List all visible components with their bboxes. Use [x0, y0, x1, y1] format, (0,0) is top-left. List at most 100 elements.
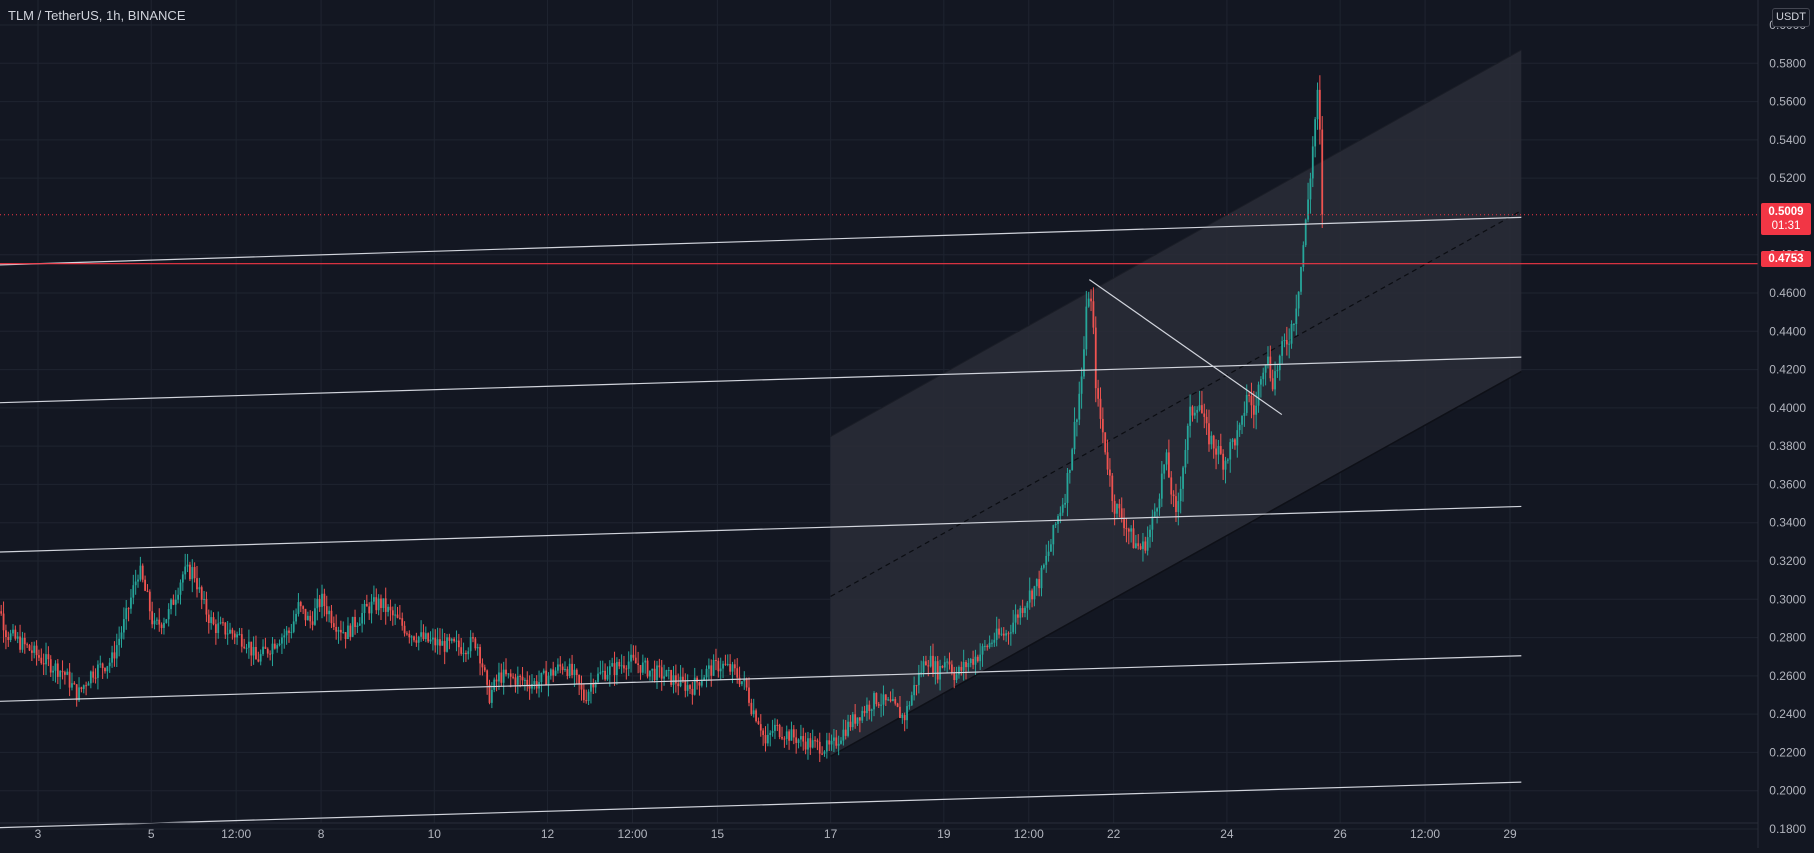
candle-body — [191, 567, 194, 580]
trend-line[interactable] — [0, 505, 1522, 553]
candle-body — [35, 645, 38, 656]
candle-body — [139, 565, 142, 580]
candle-body — [1146, 537, 1149, 551]
candle-body — [615, 661, 618, 676]
candle-body — [604, 670, 606, 680]
time-tick-label: 5 — [148, 827, 155, 841]
time-tick-label: 29 — [1503, 827, 1517, 841]
candle-body — [1219, 446, 1222, 454]
candle-body — [1203, 413, 1206, 417]
candle-body — [351, 616, 354, 637]
current-price-value: 0.5009 — [1768, 206, 1804, 218]
candle-body — [382, 598, 385, 608]
candle-body — [38, 655, 40, 658]
candle-body — [276, 645, 279, 649]
candle-body — [1078, 393, 1081, 420]
candle-body — [1297, 291, 1300, 309]
candle-body — [554, 670, 557, 676]
trend-line[interactable] — [1089, 279, 1283, 416]
candle-body — [866, 704, 868, 714]
candle-body — [799, 736, 802, 740]
candle-body — [398, 617, 401, 619]
candle-body — [575, 669, 578, 676]
candle-body — [1160, 473, 1163, 499]
candle-body — [5, 630, 7, 638]
candle-body — [932, 655, 934, 673]
candle-body — [231, 629, 234, 634]
candle-body — [49, 659, 52, 673]
candle-body — [151, 611, 154, 625]
price-tick-label: 0.3200 — [1769, 554, 1806, 568]
candle-body — [429, 639, 432, 642]
candle-body — [420, 632, 422, 637]
candle-body — [606, 674, 609, 680]
candle-body — [1281, 341, 1284, 356]
price-tick-label: 0.4400 — [1769, 324, 1806, 338]
candle-body — [297, 602, 300, 614]
candle-body — [719, 668, 722, 672]
trend-line[interactable] — [0, 655, 1522, 702]
candle-body — [1028, 590, 1031, 603]
candle-body — [467, 651, 470, 655]
candle-body — [417, 636, 420, 643]
candle-body — [207, 614, 210, 623]
candle-body — [498, 672, 500, 682]
time-tick-label: 12 — [541, 827, 555, 841]
candle-body — [1092, 301, 1095, 328]
symbol-title[interactable]: TLM / TetherUS, 1h, BINANCE — [8, 8, 186, 23]
candle-body — [299, 602, 302, 607]
candle-body — [703, 677, 706, 681]
trend-line[interactable] — [0, 781, 1522, 829]
candle-body — [969, 659, 972, 663]
time-tick-label: 24 — [1220, 827, 1234, 841]
trend-line[interactable] — [0, 216, 1522, 266]
trend-line[interactable] — [0, 356, 1522, 404]
candle-body — [408, 633, 411, 638]
candle-body — [1243, 412, 1246, 416]
candle-body — [549, 669, 552, 676]
time-tick-label: 19 — [937, 827, 951, 841]
candle-body — [30, 650, 33, 653]
candle-body — [26, 644, 29, 646]
candle-body — [1302, 245, 1305, 267]
price-tick-label: 0.2600 — [1769, 669, 1806, 683]
candle-body — [1241, 415, 1243, 425]
candle-body — [705, 668, 708, 678]
candle-body — [547, 675, 550, 685]
price-tick-label: 0.2000 — [1769, 784, 1806, 798]
price-tick-label: 0.3400 — [1769, 516, 1806, 530]
candle-body — [212, 617, 215, 625]
candle-body — [240, 634, 243, 647]
price-axis[interactable]: 0.1800 0.2000 0.2200 0.2400 0.2600 0.2800 0.30… — [1769, 18, 1806, 836]
candle-body — [1149, 529, 1151, 538]
candle-body — [917, 672, 920, 686]
price-tick-label: 0.5600 — [1769, 95, 1806, 109]
candle-body — [1283, 340, 1286, 342]
currency-badge[interactable]: USDT — [1772, 8, 1810, 27]
candle-body — [387, 606, 389, 612]
candle-body — [1179, 488, 1182, 502]
candle-body — [424, 633, 427, 640]
time-axis[interactable]: 3 5 12:00 8 10 12 12:00 15 17 19 12:00 22 24 26 12:00 2… — [35, 827, 1517, 841]
candle-body — [745, 678, 748, 688]
candle-body — [988, 642, 991, 648]
candle-body — [155, 619, 158, 621]
candle-body — [198, 587, 201, 590]
candle-body — [1042, 564, 1045, 568]
candle-body — [910, 695, 913, 706]
candle-body — [821, 753, 824, 755]
candle-body — [906, 706, 908, 721]
candle-body — [797, 739, 800, 743]
candle-body — [82, 685, 85, 689]
candle-body — [922, 661, 925, 673]
candle-body — [94, 677, 97, 679]
candle-body — [217, 623, 220, 633]
candle-body — [509, 673, 512, 677]
candle-body — [1094, 327, 1097, 389]
candle-body — [521, 676, 524, 681]
price-tick-label: 0.4200 — [1769, 363, 1806, 377]
candle-body — [564, 669, 566, 671]
candle-body — [915, 685, 918, 687]
